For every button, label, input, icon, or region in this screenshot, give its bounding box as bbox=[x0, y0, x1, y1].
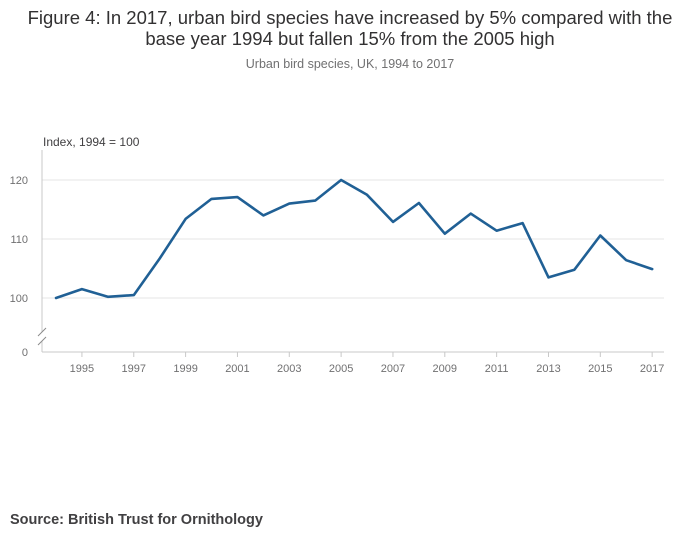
axes bbox=[37, 150, 664, 353]
x-tick-label: 1999 bbox=[173, 363, 197, 375]
x-tick-label: 2015 bbox=[588, 363, 612, 375]
x-tick-label: 2013 bbox=[536, 363, 560, 375]
x-tick-label: 2001 bbox=[225, 363, 249, 375]
x-tick-label: 2011 bbox=[485, 363, 509, 375]
tick-labels: 0 100 110 120 1995 1997 1999 2001 2003 2005 2007 20… bbox=[10, 175, 665, 375]
y-tick-label: 100 bbox=[10, 293, 28, 305]
series-line bbox=[54, 178, 654, 300]
x-tick-label: 1995 bbox=[70, 363, 94, 375]
gridlines bbox=[42, 179, 664, 299]
x-tick-label: 2017 bbox=[640, 363, 664, 375]
y-tick-label: 110 bbox=[10, 234, 28, 246]
series-group bbox=[54, 178, 654, 300]
axis-break-mark bbox=[37, 327, 47, 337]
source-note: Source: British Trust for Ornithology bbox=[10, 512, 263, 528]
x-tick-label: 2007 bbox=[381, 363, 405, 375]
chart-title: Figure 4: In 2017, urban bird species ha… bbox=[27, 7, 673, 49]
y-axis-label: Index, 1994 = 100 bbox=[43, 135, 140, 149]
axis-break-mark bbox=[37, 336, 47, 346]
x-tick-label: 1997 bbox=[122, 363, 146, 375]
y-tick-label: 0 bbox=[22, 347, 28, 359]
x-tick-label: 2003 bbox=[277, 363, 301, 375]
x-tick-label: 2009 bbox=[433, 363, 457, 375]
y-tick-label: 120 bbox=[10, 175, 28, 187]
x-tick-label: 2005 bbox=[329, 363, 353, 375]
chart-subtitle: Urban bird species, UK, 1994 to 2017 bbox=[245, 57, 455, 71]
